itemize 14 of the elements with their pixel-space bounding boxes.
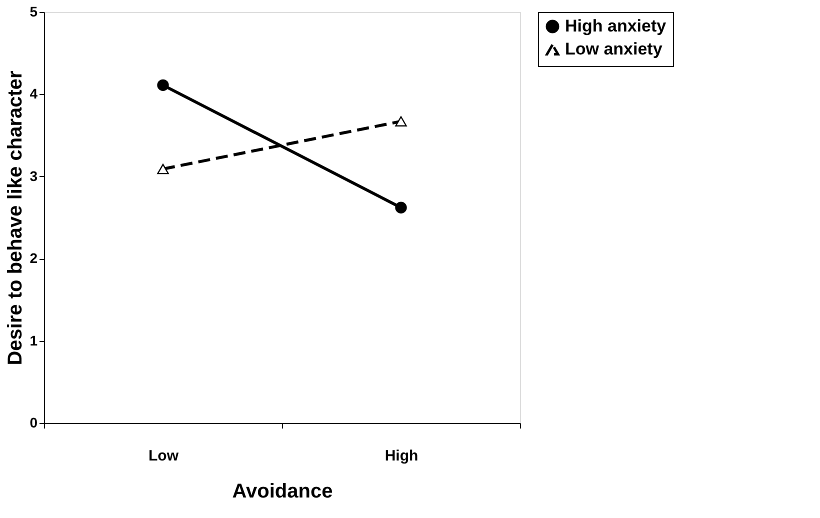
y-axis-title: Desire to behave like character [4, 70, 27, 366]
y-tick-label: 2 [30, 250, 38, 266]
point [157, 79, 169, 91]
legend-label: High anxiety [565, 16, 667, 36]
legend-label: Low anxiety [565, 40, 663, 58]
y-tick-label: 4 [30, 86, 38, 102]
y-tick-label: 1 [30, 332, 38, 348]
x-tick-label: Low [148, 448, 179, 464]
y-tick-label: 5 [30, 4, 38, 20]
x-axis-title: Avoidance [232, 480, 333, 502]
y-tick-label: 0 [30, 414, 38, 430]
x-tick-label: High [384, 448, 418, 464]
point [395, 202, 407, 214]
y-tick-label: 3 [30, 168, 38, 184]
